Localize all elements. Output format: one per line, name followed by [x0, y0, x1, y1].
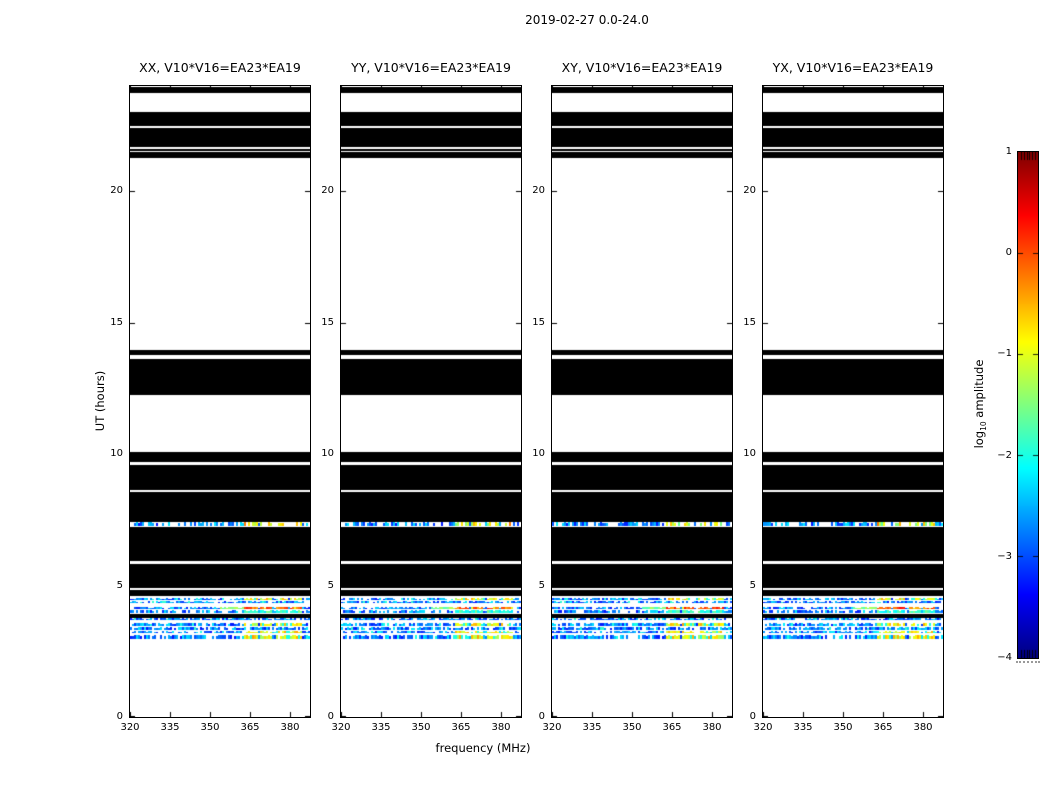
colorbar-extend-dots	[1016, 661, 1040, 663]
figure-title: 2019-02-27 0.0-24.0	[525, 13, 649, 27]
x-tick-label: 335	[793, 722, 813, 733]
colorbar-gradient-canvas	[1018, 152, 1038, 658]
colorbar-tick-label: −4	[997, 652, 1012, 663]
y-tick-label: 20	[110, 185, 123, 196]
y-axis-label: UT (hours)	[93, 370, 107, 432]
colorbar-tick-label: −1	[997, 348, 1012, 359]
panel-yx	[762, 85, 944, 718]
x-tick-label: 320	[331, 722, 351, 733]
x-tick-label: 320	[542, 722, 562, 733]
y-tick-label: 15	[743, 317, 756, 328]
y-tick-label: 20	[321, 185, 334, 196]
y-tick-label: 10	[321, 448, 334, 459]
y-tick-label: 15	[110, 317, 123, 328]
panel-title-yy: YY, V10*V16=EA23*EA19	[351, 60, 511, 75]
x-tick-label: 365	[662, 722, 682, 733]
y-tick-label: 5	[116, 580, 123, 591]
x-tick-label: 335	[160, 722, 180, 733]
y-tick-label: 15	[532, 317, 545, 328]
panel-title-xx: XX, V10*V16=EA23*EA19	[139, 60, 301, 75]
x-tick-label: 320	[753, 722, 773, 733]
x-tick-label: 365	[240, 722, 260, 733]
y-tick-label: 0	[749, 711, 756, 722]
colorbar-label: log10 amplitude	[972, 360, 988, 449]
x-tick-label: 380	[913, 722, 933, 733]
colorbar-tick-label: −3	[997, 551, 1012, 562]
y-tick-label: 0	[538, 711, 545, 722]
colorbar-tick-label: 1	[1005, 146, 1012, 157]
y-tick-label: 0	[327, 711, 334, 722]
colorbar-tick-label: −2	[997, 450, 1012, 461]
x-tick-label: 320	[120, 722, 140, 733]
colorbar-tick-label: 0	[1005, 247, 1012, 258]
x-tick-label: 350	[622, 722, 642, 733]
y-tick-label: 20	[532, 185, 545, 196]
panel-title-xy: XY, V10*V16=EA23*EA19	[561, 60, 723, 75]
x-tick-label: 365	[873, 722, 893, 733]
colorbar-label-pre: log	[971, 430, 986, 449]
y-tick-label: 10	[743, 448, 756, 459]
colorbar	[1017, 151, 1039, 659]
colorbar-label-post: amplitude	[971, 359, 986, 422]
x-tick-label: 335	[371, 722, 391, 733]
y-tick-label: 5	[538, 580, 545, 591]
x-tick-label: 365	[451, 722, 471, 733]
panel-xy	[551, 85, 733, 718]
spectrogram-canvas-xx	[130, 86, 310, 717]
x-tick-label: 350	[411, 722, 431, 733]
spectrogram-canvas-xy	[552, 86, 732, 717]
panel-title-yx: YX, V10*V16=EA23*EA19	[772, 60, 934, 75]
x-tick-label: 335	[582, 722, 602, 733]
y-tick-label: 0	[116, 711, 123, 722]
y-tick-label: 10	[532, 448, 545, 459]
x-tick-label: 350	[200, 722, 220, 733]
colorbar-label-sub: 10	[979, 421, 989, 431]
x-tick-label: 380	[280, 722, 300, 733]
x-tick-label: 380	[702, 722, 722, 733]
spectrogram-canvas-yy	[341, 86, 521, 717]
y-tick-label: 5	[327, 580, 334, 591]
y-tick-label: 15	[321, 317, 334, 328]
panel-yy	[340, 85, 522, 718]
y-tick-label: 20	[743, 185, 756, 196]
spectrogram-canvas-yx	[763, 86, 943, 717]
x-axis-label: frequency (MHz)	[435, 741, 531, 755]
y-tick-label: 10	[110, 448, 123, 459]
y-tick-label: 5	[749, 580, 756, 591]
panel-xx	[129, 85, 311, 718]
x-tick-label: 350	[833, 722, 853, 733]
x-tick-label: 380	[491, 722, 511, 733]
